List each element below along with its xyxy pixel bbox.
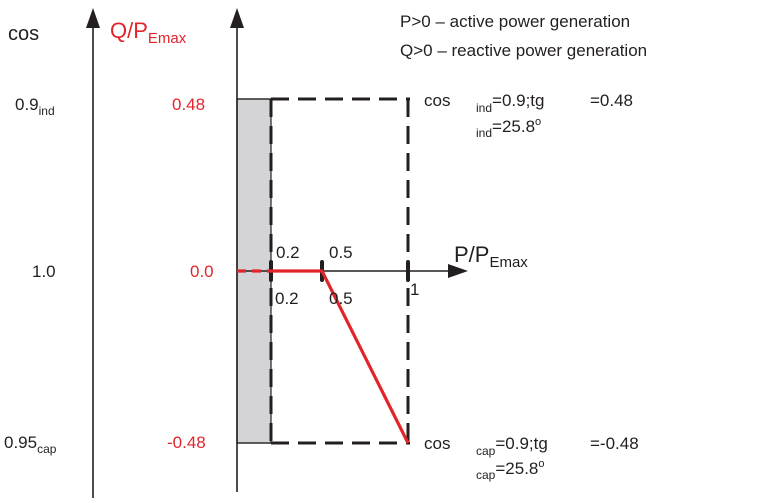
cos-tick-mid: 1.0 — [32, 262, 56, 281]
p-tick-lower-0: 0.2 — [275, 289, 299, 308]
q-tick-bottom: -0.48 — [167, 433, 206, 452]
p-tick-lower-1: 0.5 — [329, 289, 353, 308]
upper-annotation-line-2: ind=25.8o — [476, 116, 541, 140]
cos-axis — [86, 8, 100, 498]
p-tick-upper-1: 0.5 — [329, 243, 353, 262]
q-tick-top: 0.48 — [172, 95, 205, 114]
p-tick-lower-2: 1 — [410, 280, 419, 299]
p-axis-label: P/PEmax — [454, 242, 528, 271]
q-tick-mid: 0.0 — [190, 262, 214, 281]
legend-line-1: P>0 – active power generation — [400, 12, 630, 31]
p-tick-upper-0: 0.2 — [276, 243, 300, 262]
lower-annotation-line-2: cap=25.8o — [476, 458, 545, 482]
q-characteristic — [237, 269, 410, 444]
cos-tick-bottom: 0.95cap — [4, 433, 57, 456]
q-axis — [230, 8, 244, 492]
lower-annotation-line-1: cos cap=0.9;tg =-0.48 — [424, 434, 639, 458]
q-axis-ticks — [237, 98, 271, 444]
cos-axis-label: cos — [8, 23, 39, 45]
cos-tick-top: 0.9ind — [15, 95, 55, 118]
q-axis-label: Q/PEmax — [110, 18, 187, 47]
upper-annotation-line-1: cos ind=0.9;tg =0.48 — [424, 91, 633, 115]
legend-line-2: Q>0 – reactive power generation — [400, 41, 647, 60]
